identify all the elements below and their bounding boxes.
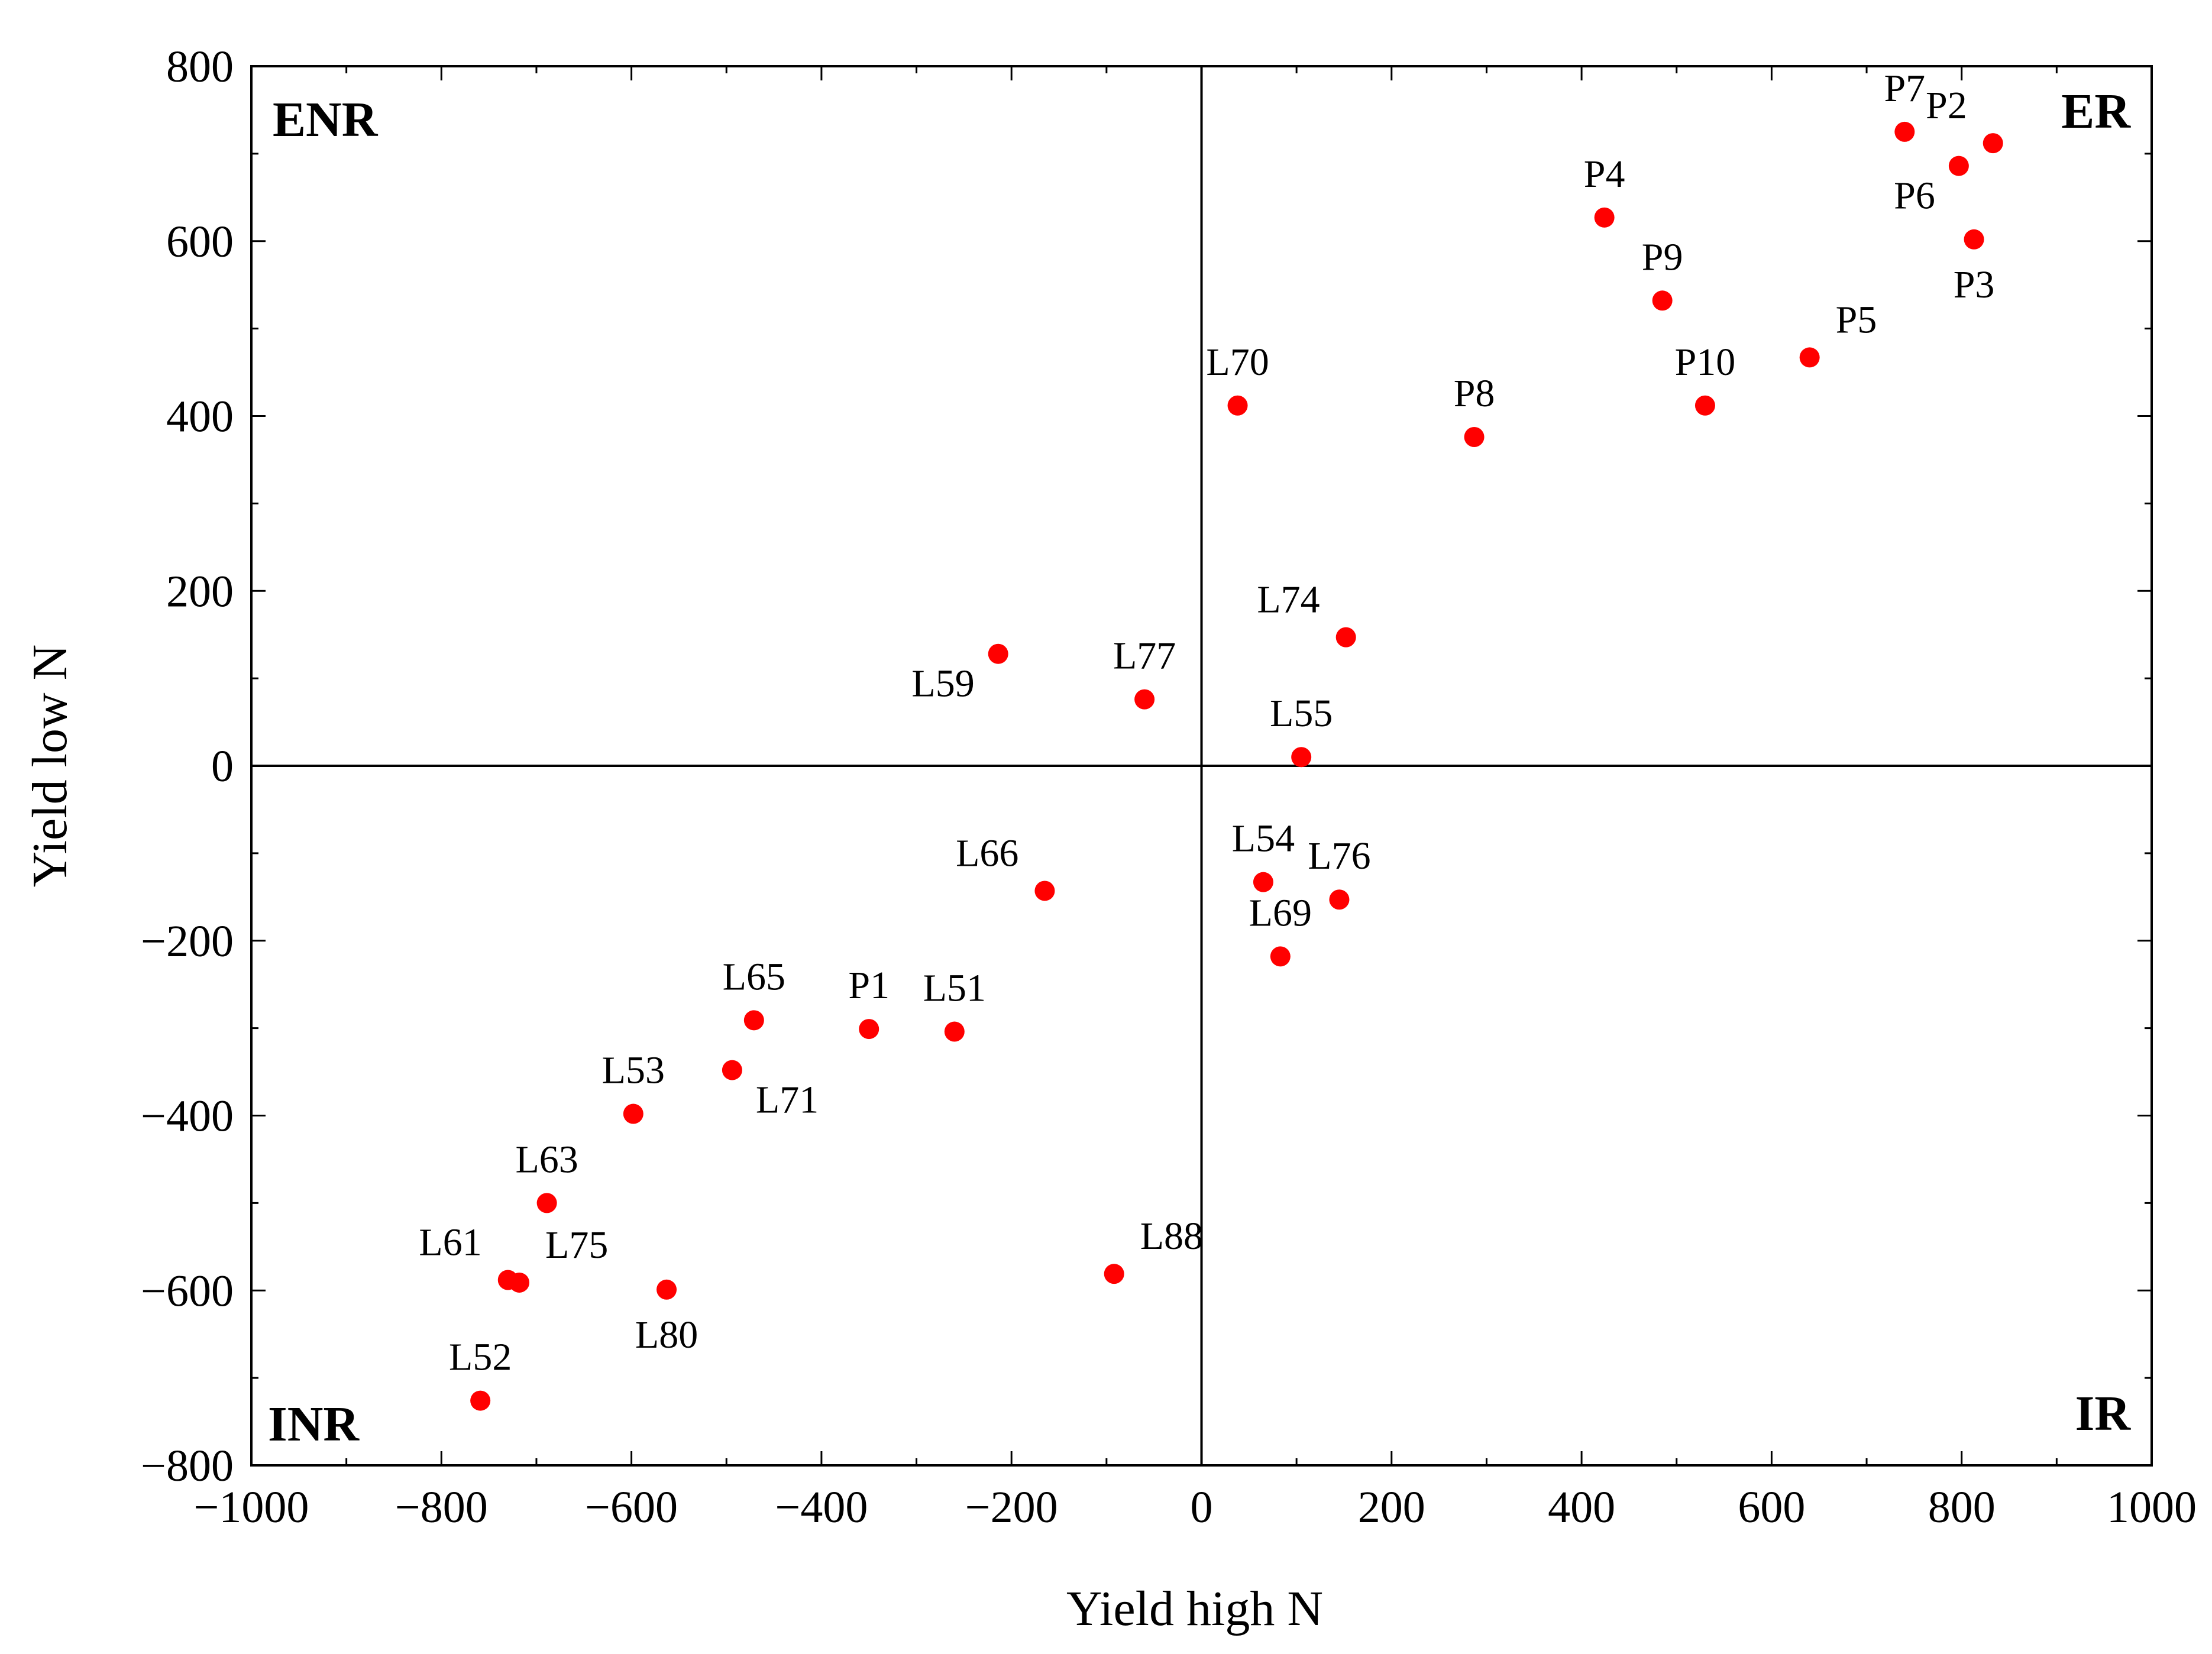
point-label: L69: [1249, 891, 1312, 934]
point-label: L77: [1113, 635, 1176, 678]
x-tick-label: −1000: [194, 1483, 309, 1532]
quadrant-label-inr: INR: [268, 1397, 360, 1452]
y-tick-labels: −800 −600 −400 −200 0 200 400 600 800: [141, 42, 234, 1491]
point-label: L61: [419, 1221, 481, 1264]
data-point: [1594, 207, 1615, 228]
data-point: [1335, 627, 1356, 648]
y-tick-label: −400: [141, 1092, 234, 1141]
x-tick-label: 600: [1738, 1483, 1805, 1532]
data-point: [743, 1010, 764, 1031]
data-point: [859, 1019, 879, 1040]
y-tick-label: 200: [166, 567, 234, 616]
x-tick-label: −400: [775, 1483, 868, 1532]
y-axis-title: Yield low N: [22, 645, 77, 888]
quadrant-labels: ENR ER INR IR: [268, 84, 2131, 1452]
data-point: [1134, 689, 1155, 710]
data-point: [536, 1193, 557, 1213]
data-point: [1227, 395, 1248, 416]
point-label: P5: [1836, 298, 1877, 341]
point-label: L63: [515, 1138, 578, 1181]
point-label: L70: [1206, 341, 1269, 384]
y-tick-label: −200: [141, 917, 234, 966]
point-label: L80: [635, 1313, 698, 1357]
data-point: [1270, 946, 1291, 967]
point-label: P3: [1954, 263, 1995, 306]
data-point: [1964, 229, 1984, 250]
data-point: [1652, 290, 1673, 311]
data-point: [1104, 1264, 1124, 1284]
x-tick-label: 400: [1548, 1483, 1615, 1532]
x-tick-label: −200: [965, 1483, 1058, 1532]
point-label: L59: [911, 662, 974, 705]
x-tick-label: 1000: [2107, 1483, 2197, 1532]
data-point: [1464, 426, 1485, 447]
point-labels: P7 P2 P6 P3 P4 P9 P5 P10 L70 P8 L74 L59 L77 L55 L54 L76…: [419, 67, 1994, 1379]
x-tick-label: −800: [395, 1483, 488, 1532]
point-label: P9: [1642, 235, 1683, 279]
y-tick-label: 800: [166, 42, 234, 92]
data-point: [1034, 881, 1055, 901]
data-point: [1894, 121, 1915, 142]
data-point: [944, 1021, 965, 1042]
x-tick-label: 200: [1358, 1483, 1425, 1532]
data-points: [470, 121, 2003, 1411]
point-label: L54: [1232, 817, 1295, 860]
point-label: P10: [1675, 341, 1736, 384]
y-tick-label: −800: [141, 1441, 234, 1491]
x-tick-label: 0: [1191, 1483, 1213, 1532]
point-label: P7: [1884, 67, 1925, 110]
data-point: [623, 1103, 643, 1124]
x-tick-label: 800: [1928, 1483, 1996, 1532]
point-label: P8: [1454, 372, 1495, 415]
y-tick-label: 400: [166, 392, 234, 442]
quadrant-label-ir: IR: [2075, 1386, 2132, 1441]
point-label: L53: [602, 1049, 665, 1092]
point-label: L71: [756, 1079, 819, 1122]
data-point: [1253, 872, 1273, 892]
point-label: L75: [545, 1223, 608, 1267]
x-axis-title: Yield high N: [1066, 1581, 1323, 1636]
point-label: P6: [1894, 174, 1935, 218]
data-point: [470, 1390, 491, 1411]
quadrant-label-enr: ENR: [273, 92, 379, 147]
point-label: L66: [956, 831, 1018, 875]
point-label: L52: [449, 1336, 512, 1379]
data-point: [657, 1279, 677, 1300]
y-tick-label: 600: [166, 217, 234, 267]
point-label: L76: [1308, 834, 1370, 878]
reference-lines: [251, 66, 2152, 1465]
data-point: [1329, 889, 1350, 910]
point-label: P1: [848, 964, 890, 1007]
quadrant-label-er: ER: [2061, 84, 2131, 139]
point-label: L88: [1140, 1215, 1203, 1258]
data-point: [722, 1060, 742, 1080]
point-label: L51: [923, 967, 986, 1010]
data-point: [509, 1272, 530, 1293]
y-tick-label: 0: [211, 742, 234, 791]
point-label: L55: [1270, 692, 1333, 735]
data-point: [1983, 133, 2003, 154]
x-tick-labels: −1000 −800 −600 −400 −200 0 200 400 600 800 1000: [194, 1483, 2197, 1532]
point-label: P2: [1926, 84, 1967, 127]
data-point: [1291, 747, 1312, 768]
x-tick-label: −600: [585, 1483, 678, 1532]
data-point: [1799, 347, 1820, 368]
point-label: L74: [1257, 578, 1320, 622]
point-label: L65: [723, 955, 785, 998]
y-tick-label: −600: [141, 1266, 234, 1316]
data-point: [1694, 395, 1715, 416]
data-point: [1948, 156, 1969, 176]
data-point: [988, 643, 1008, 664]
point-label: P4: [1584, 153, 1625, 196]
